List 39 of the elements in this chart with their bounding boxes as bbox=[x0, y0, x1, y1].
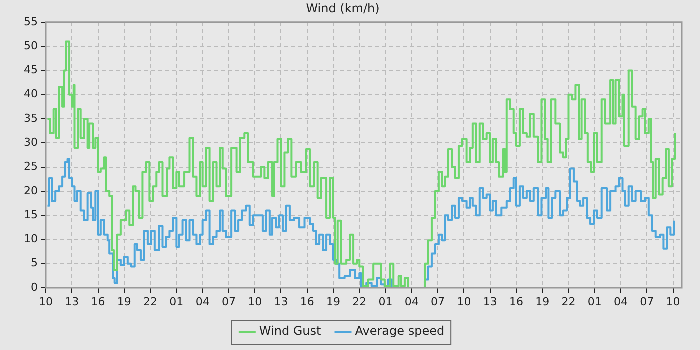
x-tick-label: 16 bbox=[509, 295, 524, 308]
x-tick-label: 01 bbox=[588, 295, 602, 308]
x-tick-label: 04 bbox=[196, 295, 210, 308]
y-tick-label: 30 bbox=[24, 136, 38, 149]
legend-label: Wind Gust bbox=[259, 324, 322, 338]
x-tick-label: 10 bbox=[248, 295, 262, 308]
x-tick-label: 04 bbox=[614, 295, 628, 308]
x-tick-label: 19 bbox=[326, 295, 341, 308]
y-tick-label: 55 bbox=[24, 15, 38, 28]
x-tick-label: 10 bbox=[457, 295, 472, 308]
x-tick-label: 04 bbox=[404, 295, 419, 308]
x-tick-label: 13 bbox=[483, 295, 498, 308]
x-tick-label: 13 bbox=[65, 295, 80, 308]
x-tick-label: 16 bbox=[300, 295, 314, 308]
x-tick-label: 01 bbox=[378, 295, 393, 308]
legend-label: Average speed bbox=[355, 324, 445, 338]
x-tick-label: 19 bbox=[536, 295, 550, 308]
x-tick-label: 22 bbox=[562, 295, 576, 308]
x-tick-label: 07 bbox=[640, 295, 654, 308]
chart-title: Wind (km/h) bbox=[306, 1, 380, 16]
y-tick-label: 35 bbox=[24, 112, 38, 125]
x-tick-label: 10 bbox=[666, 295, 680, 308]
x-tick-label: 22 bbox=[352, 295, 367, 308]
x-tick-label: 07 bbox=[222, 295, 236, 308]
y-tick-label: 45 bbox=[24, 64, 38, 77]
y-tick-label: 20 bbox=[24, 184, 38, 198]
y-tick-label: 0 bbox=[31, 280, 38, 294]
x-tick-label: 16 bbox=[91, 295, 106, 308]
y-tick-label: 15 bbox=[24, 208, 38, 222]
y-tick-label: 10 bbox=[24, 232, 38, 246]
x-tick-label: 13 bbox=[274, 295, 288, 308]
x-tick-label: 01 bbox=[170, 295, 184, 308]
y-tick-label: 40 bbox=[24, 88, 38, 101]
y-tick-label: 50 bbox=[24, 39, 38, 52]
y-tick-label: 25 bbox=[24, 160, 38, 174]
x-tick-label: 22 bbox=[144, 295, 158, 308]
x-tick-label: 07 bbox=[431, 295, 446, 308]
y-tick-label: 5 bbox=[31, 256, 38, 270]
x-tick-label: 19 bbox=[117, 295, 132, 308]
